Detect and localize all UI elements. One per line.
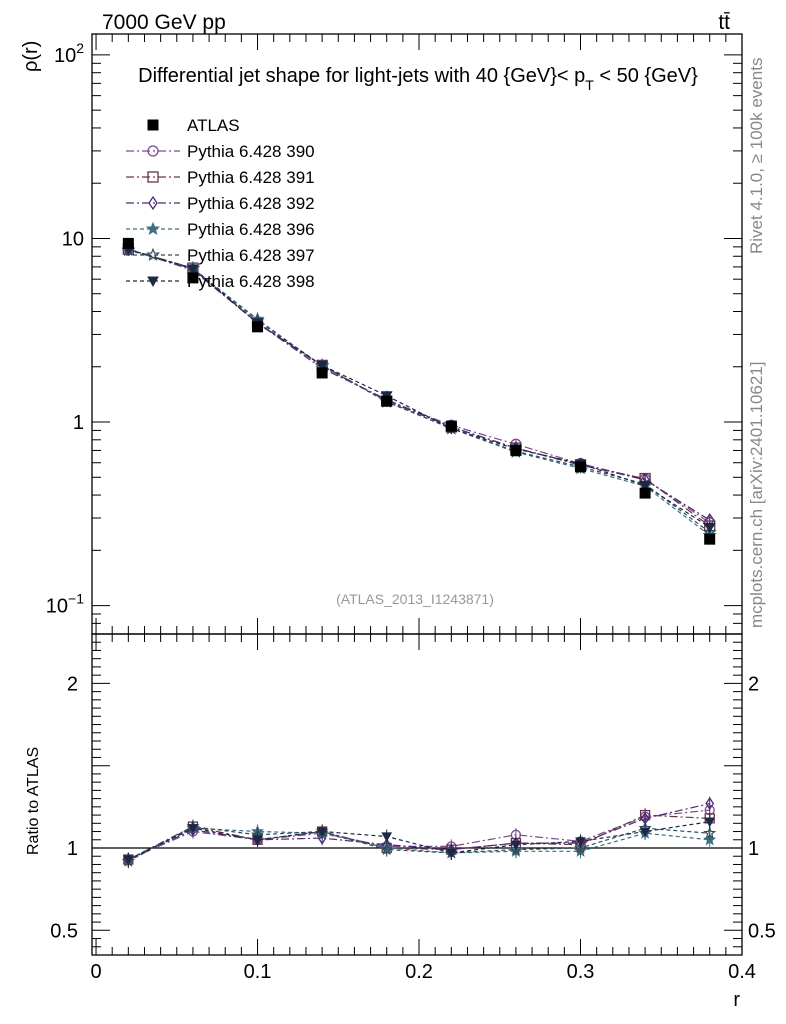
y-tick-label: 1	[73, 412, 84, 434]
legend-marker	[145, 247, 161, 262]
side-label-mcplots: mcplots.cern.ch [arXiv:2401.10621]	[747, 362, 766, 628]
atlas-data-point	[445, 420, 457, 432]
ratio-frame	[91, 633, 743, 956]
y-tick-label: 102	[54, 40, 84, 67]
series-line	[128, 249, 711, 533]
ratio-series-point	[380, 842, 394, 856]
ratio-series-line	[128, 803, 710, 861]
legend-label: Pythia 6.428 397	[187, 246, 315, 265]
header-process: 7000 GeV pp	[102, 11, 226, 34]
ratio-y-axis-label: Ratio to ATLAS	[25, 747, 42, 855]
series-point	[639, 480, 651, 492]
ratio-tick-label-right: 2	[748, 673, 759, 695]
x-tick-label: 0.2	[405, 961, 433, 983]
ratio-series-line	[128, 814, 710, 861]
x-tick-label: 0	[90, 961, 101, 983]
ratio-series-point	[316, 827, 328, 838]
ratio-series-point	[574, 841, 587, 854]
ratio-series-point	[509, 842, 523, 856]
main-panel: 10−1 1 10 102	[46, 33, 743, 955]
atlas-data-point	[122, 237, 134, 249]
series-line	[128, 249, 711, 536]
legend-marker	[145, 221, 161, 236]
ratio-tick-label: 0.5	[50, 920, 78, 942]
ratio-tick-label: 1	[67, 838, 78, 860]
legend-label-atlas: ATLAS	[187, 116, 240, 135]
ratio-series-point	[445, 848, 457, 859]
y-tick-label: 10−1	[46, 591, 84, 618]
y-axis-label: ρ(r)	[20, 41, 42, 72]
ratio-series-point	[252, 835, 263, 846]
ratio-tick-label-right: 0.5	[748, 920, 776, 942]
header-final-state: tt̄	[718, 11, 730, 34]
ratio-tick-label: 2	[67, 673, 78, 695]
series-point	[703, 522, 716, 534]
ratio-series-point	[122, 855, 134, 866]
x-axis-label: r	[733, 989, 740, 1011]
ratio-series-line	[128, 809, 710, 861]
ratio-series-point	[705, 796, 715, 811]
atlas-data-point	[575, 461, 587, 473]
ratio-series-point	[187, 824, 199, 834]
series-point	[316, 360, 328, 372]
legend-label: Pythia 6.428 391	[187, 168, 315, 187]
legend-marker	[147, 145, 159, 157]
x-tick-label: 0.4	[728, 961, 756, 983]
series-line	[128, 248, 711, 521]
atlas-data-point	[704, 533, 716, 545]
series-line	[128, 248, 711, 528]
legend-label: Pythia 6.428 398	[187, 272, 315, 291]
ratio-series-line	[128, 825, 710, 862]
ratio-series-point	[639, 827, 651, 838]
analysis-watermark: (ATLAS_2013_I1243871)	[336, 591, 494, 607]
ratio-series-point	[703, 826, 717, 839]
ratio-series-point	[510, 840, 522, 851]
series-point	[187, 264, 199, 275]
legend-label: Pythia 6.428 392	[187, 194, 315, 213]
y-tick-label: 10	[62, 228, 84, 250]
ratio-series-line	[128, 821, 710, 861]
atlas-data-point	[510, 444, 522, 456]
plot-title: Differential jet shape for light-jets wi…	[138, 65, 698, 93]
x-tick-label: 0.3	[567, 961, 595, 983]
atlas-data-point	[316, 367, 328, 379]
legend: ATLAS Pythia 6.428 390 Pythia 6.428 391 Pyt…	[126, 116, 315, 291]
legend-marker-atlas	[147, 119, 159, 131]
legend-marker	[147, 276, 159, 288]
ratio-tick-label-right: 1	[748, 838, 759, 860]
ratio-series-point	[381, 832, 393, 843]
legend-label: Pythia 6.428 396	[187, 220, 315, 239]
atlas-data-point	[381, 395, 393, 407]
ratio-series-line	[128, 827, 710, 862]
atlas-data-point	[639, 487, 651, 499]
legend-marker	[148, 195, 158, 211]
side-label-rivet: Rivet 4.1.0, ≥ 100k events	[747, 58, 766, 254]
legend-label: Pythia 6.428 390	[187, 142, 315, 161]
ratio-series-point	[704, 817, 716, 828]
x-tick-label: 0.1	[244, 961, 272, 983]
legend-marker	[147, 171, 159, 183]
atlas-data-point	[252, 321, 264, 333]
atlas-data-point	[187, 272, 199, 284]
ratio-series-point	[575, 837, 586, 847]
ratio-panel: 0 0.1 0.2 0.3 0.4 0.5 0.5 1 1 2 2	[50, 633, 776, 983]
